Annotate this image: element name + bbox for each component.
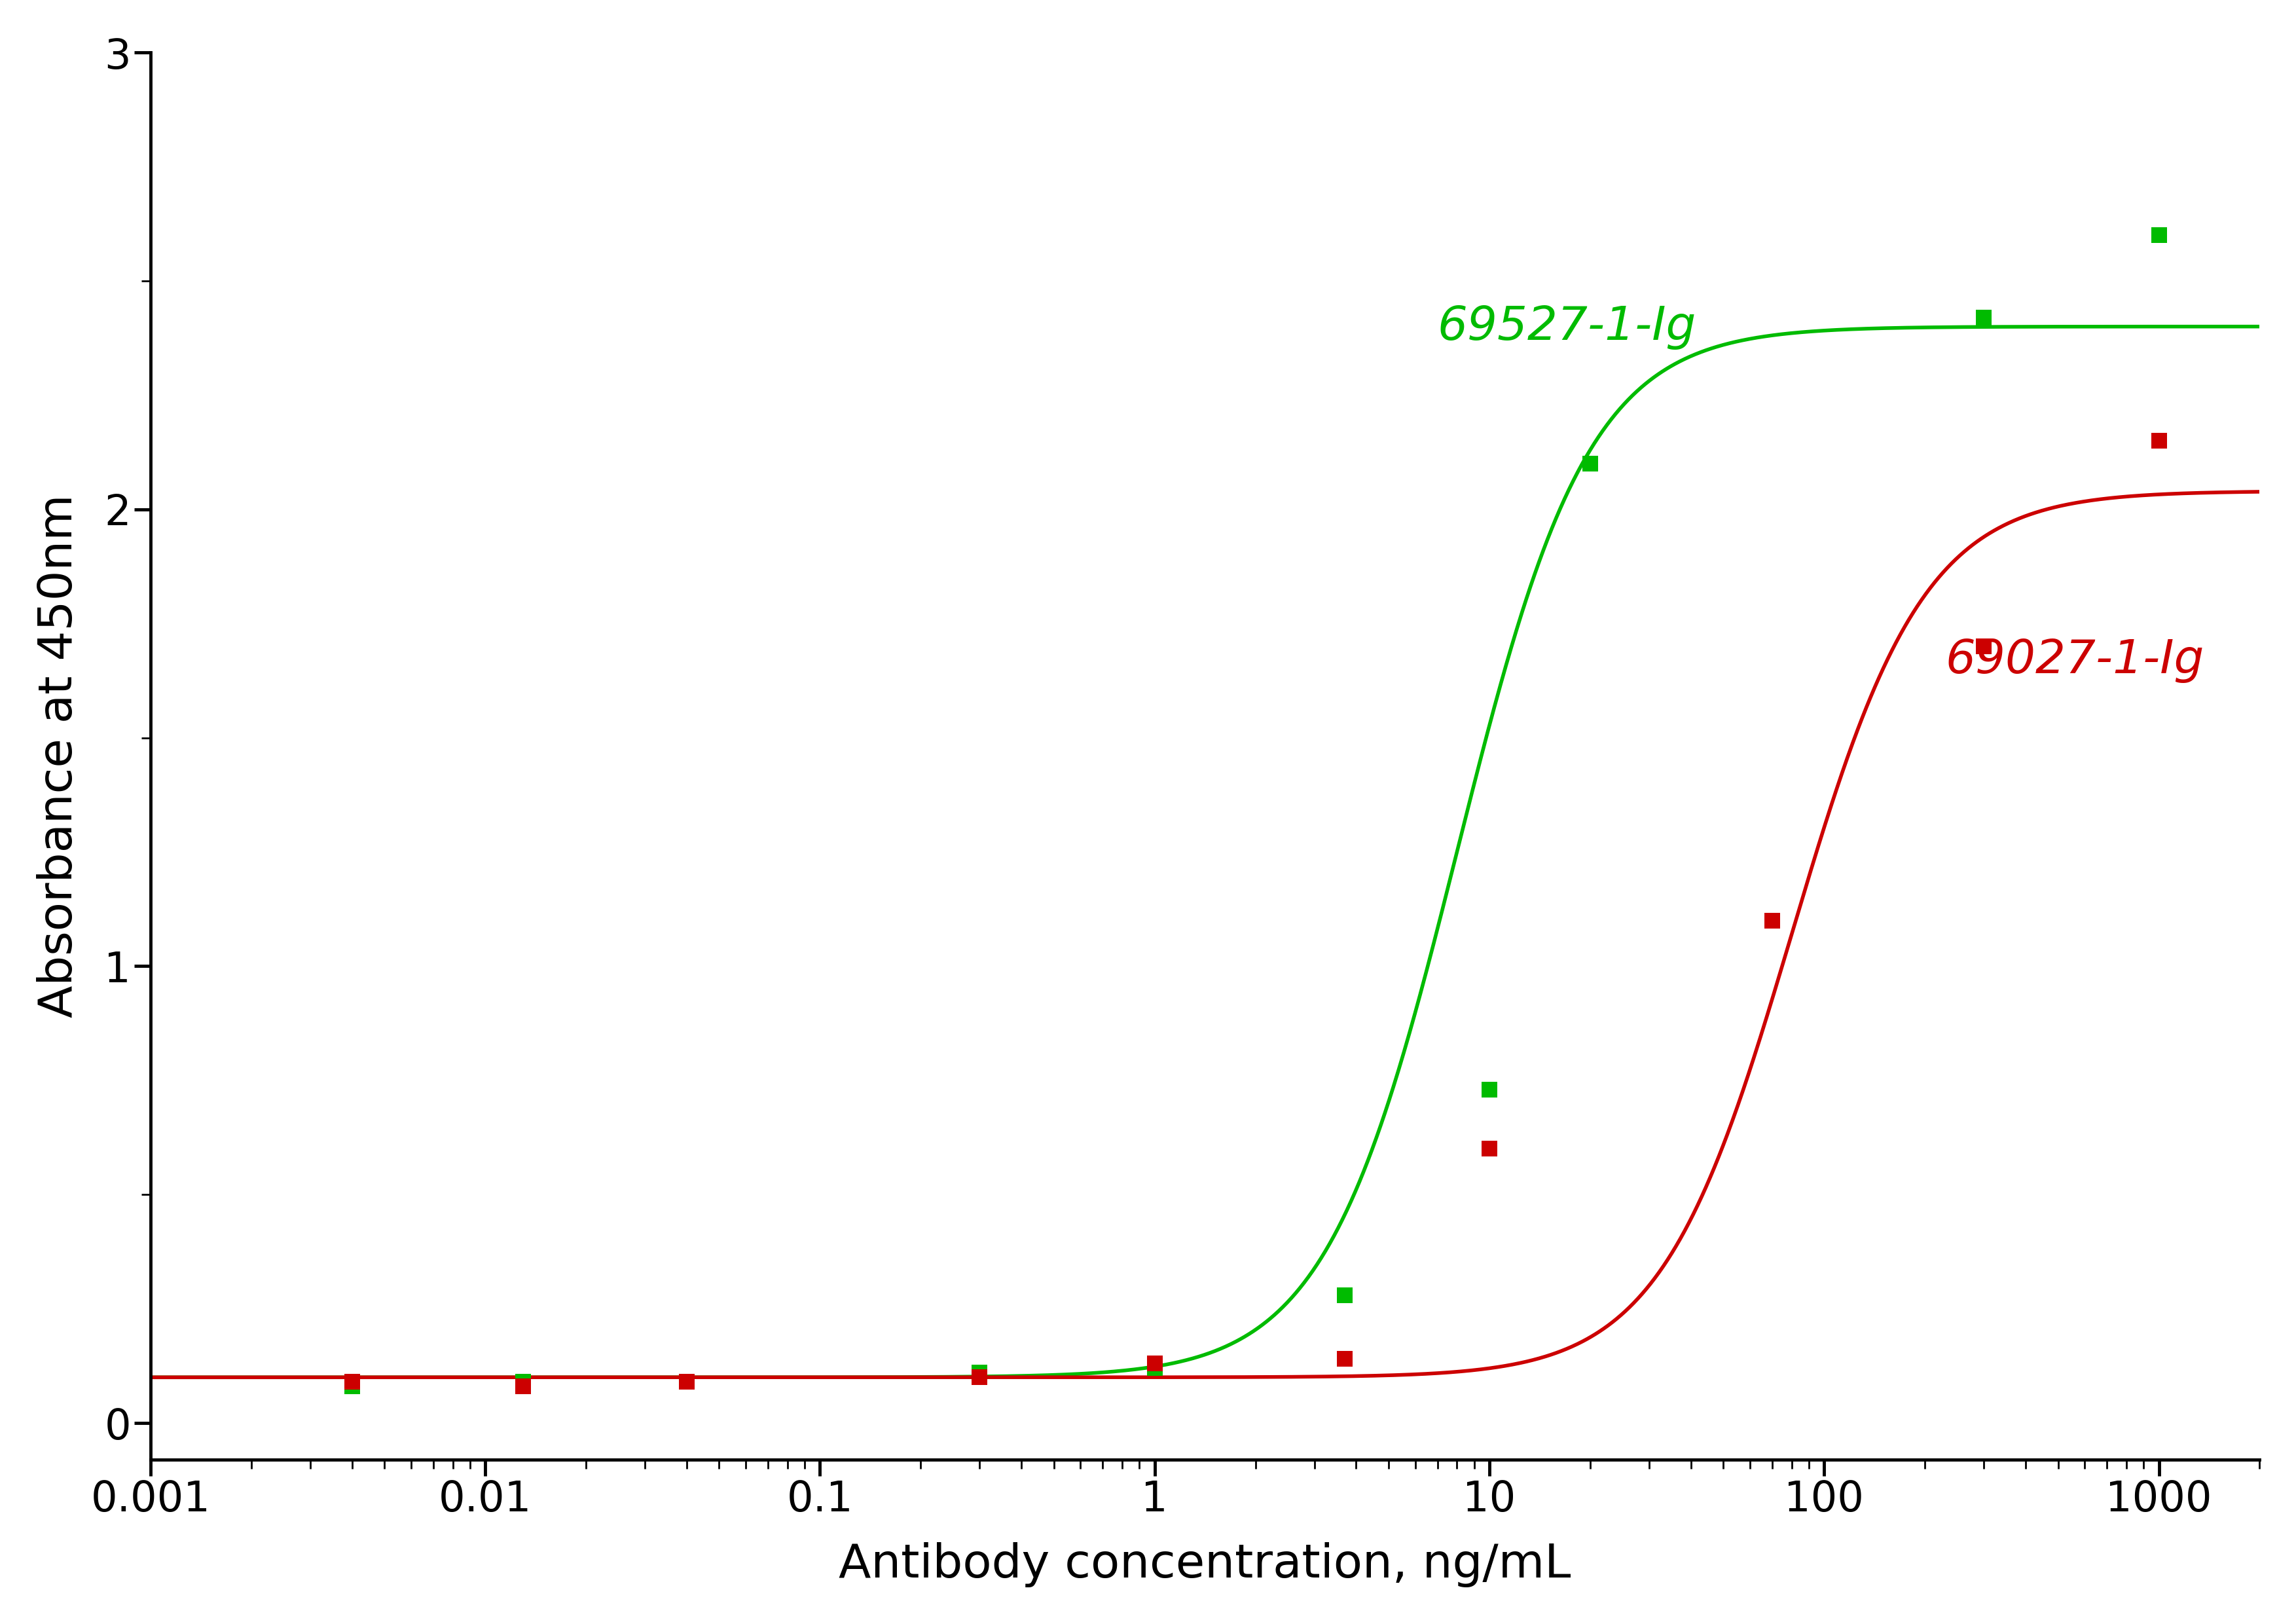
Point — [1754, 908, 1791, 934]
Point — [333, 1369, 370, 1395]
Point — [1472, 1135, 1508, 1161]
Point — [1137, 1351, 1173, 1377]
Y-axis label: Absorbance at 450nm: Absorbance at 450nm — [37, 494, 83, 1018]
Point — [668, 1369, 705, 1395]
Point — [1965, 633, 2002, 659]
Text: 69027-1-Ig: 69027-1-Ig — [1945, 638, 2204, 682]
Point — [1573, 450, 1609, 476]
Point — [1327, 1281, 1364, 1307]
Point — [2140, 427, 2177, 453]
Point — [962, 1364, 999, 1390]
Point — [668, 1369, 705, 1395]
Point — [505, 1374, 542, 1400]
Point — [2140, 222, 2177, 248]
Point — [1472, 1077, 1508, 1103]
Text: 69527-1-Ig: 69527-1-Ig — [1437, 304, 1697, 349]
Point — [333, 1374, 370, 1400]
Point — [962, 1359, 999, 1385]
Point — [1137, 1354, 1173, 1380]
Point — [505, 1369, 542, 1395]
X-axis label: Antibody concentration, ng/mL: Antibody concentration, ng/mL — [838, 1543, 1570, 1588]
Point — [1965, 304, 2002, 330]
Point — [1327, 1346, 1364, 1372]
